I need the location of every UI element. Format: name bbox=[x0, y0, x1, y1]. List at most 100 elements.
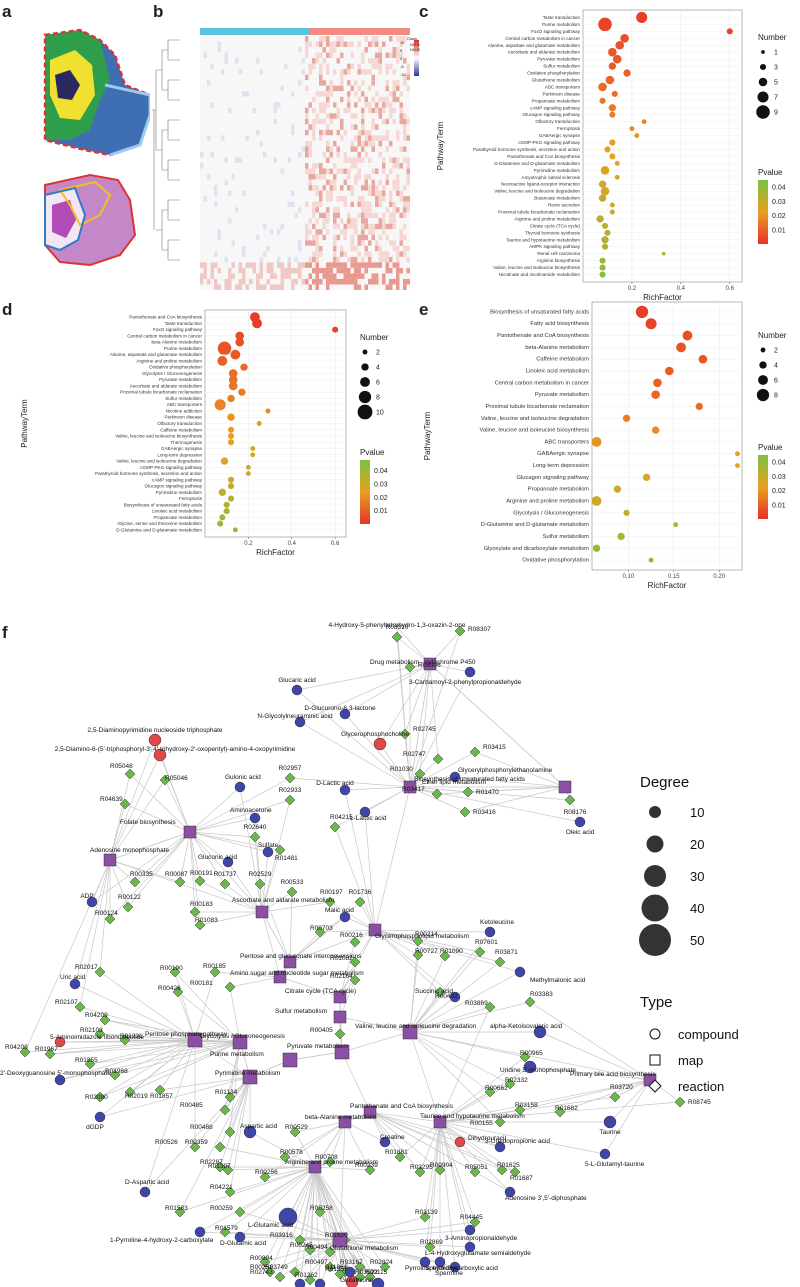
heatmap-cell bbox=[361, 80, 365, 86]
heatmap-cell bbox=[207, 284, 211, 290]
heatmap-cell bbox=[403, 163, 407, 169]
network-node-label: R00488 bbox=[190, 1124, 213, 1131]
y-category-label: AMPK signaling pathway bbox=[529, 244, 581, 249]
heatmap-cell bbox=[228, 91, 232, 97]
heatmap-cell bbox=[242, 118, 246, 125]
x-axis-label: RichFactor bbox=[648, 581, 687, 590]
heatmap-cell bbox=[392, 234, 396, 241]
heatmap-cell bbox=[343, 201, 347, 208]
heatmap-cell bbox=[364, 80, 368, 86]
heatmap-cell bbox=[340, 151, 344, 158]
tissue-cluster-navy bbox=[55, 70, 80, 100]
network-node-label: R00703 bbox=[310, 925, 333, 932]
heatmap-cell bbox=[403, 179, 407, 186]
heatmap-cell bbox=[347, 107, 351, 114]
heatmap-cell bbox=[368, 58, 372, 64]
heatmap-cell bbox=[392, 118, 396, 125]
network-node-label: 3-Aminopropionaldehyde bbox=[445, 1235, 518, 1242]
heatmap-cell bbox=[221, 278, 225, 285]
heatmap-cell bbox=[235, 245, 239, 252]
heatmap-cell bbox=[284, 157, 288, 163]
heatmap-cell bbox=[291, 240, 295, 246]
heatmap-cell bbox=[382, 63, 386, 70]
heatmap-cell bbox=[354, 146, 358, 152]
heatmap-cell bbox=[364, 229, 368, 235]
heatmap-cell bbox=[382, 278, 386, 285]
heatmap-cell bbox=[273, 102, 277, 108]
bubble-point bbox=[230, 349, 241, 360]
network-edge bbox=[289, 1051, 343, 1061]
heatmap-cell bbox=[389, 190, 393, 197]
heatmap-cell bbox=[284, 96, 288, 103]
heatmap-cell bbox=[266, 52, 270, 59]
heatmap-cell bbox=[305, 47, 309, 53]
heatmap-cell bbox=[217, 234, 221, 241]
heatmap-cell bbox=[224, 140, 228, 147]
heatmap-cell bbox=[217, 47, 221, 53]
network-node-label: R01397 bbox=[208, 1163, 231, 1170]
heatmap-cell bbox=[378, 157, 382, 163]
size-legend-dot bbox=[760, 347, 766, 353]
bubble-point bbox=[227, 495, 235, 502]
heatmap-cell bbox=[354, 135, 358, 141]
heatmap-cell bbox=[375, 96, 379, 103]
heatmap-cell bbox=[284, 140, 288, 147]
heatmap-cell bbox=[221, 163, 225, 169]
heatmap-cell bbox=[228, 174, 232, 180]
network-edge bbox=[264, 1121, 346, 1178]
heatmap-cell bbox=[210, 74, 214, 81]
heatmap-cell bbox=[284, 267, 288, 274]
heatmap-cell bbox=[375, 229, 379, 235]
heatmap-cell bbox=[305, 256, 309, 263]
heatmap-cell bbox=[203, 129, 207, 136]
heatmap-cell bbox=[305, 185, 309, 191]
heatmap-cell bbox=[228, 36, 232, 42]
heatmap-cell bbox=[389, 212, 393, 219]
heatmap-cell bbox=[308, 41, 312, 48]
y-category-label: Biosynthesis of unsaturated fatty acids bbox=[124, 502, 203, 507]
heatmap-cell bbox=[235, 201, 239, 208]
heatmap-cell bbox=[277, 251, 281, 257]
heatmap-cell bbox=[238, 52, 242, 59]
heatmap-cell bbox=[273, 262, 277, 268]
type-legend-compound-icon bbox=[649, 1028, 661, 1040]
heatmap-cell bbox=[235, 218, 239, 224]
heatmap-cell bbox=[357, 107, 361, 114]
network-edge bbox=[189, 831, 256, 838]
heatmap-cell bbox=[329, 69, 333, 75]
heatmap-cell bbox=[368, 190, 372, 197]
network-edge bbox=[374, 786, 411, 931]
network-edge bbox=[409, 955, 446, 1033]
heatmap-cell bbox=[252, 96, 256, 103]
heatmap-cell bbox=[392, 218, 396, 224]
heatmap-cell bbox=[224, 267, 228, 274]
network-node-label: R00662 bbox=[485, 1085, 508, 1092]
heatmap-cell bbox=[326, 168, 330, 175]
heatmap-cell bbox=[249, 218, 253, 224]
heatmap-cell bbox=[245, 52, 249, 59]
heatmap-cell bbox=[329, 36, 333, 42]
heatmap-cell bbox=[319, 223, 323, 230]
heatmap-cell bbox=[333, 102, 337, 108]
heatmap-cell bbox=[371, 146, 375, 152]
heatmap-cell bbox=[214, 179, 218, 186]
network-compound-node bbox=[454, 1136, 466, 1148]
heatmap-cell bbox=[392, 91, 396, 97]
heatmap-cell bbox=[354, 157, 358, 163]
heatmap-cell bbox=[280, 163, 284, 169]
heatmap-cell bbox=[294, 118, 298, 125]
heatmap-cell bbox=[214, 135, 218, 141]
heatmap-cell bbox=[385, 102, 389, 108]
heatmap-cell bbox=[329, 85, 333, 92]
network-reaction-node bbox=[122, 901, 134, 913]
heatmap-cell bbox=[245, 69, 249, 75]
heatmap-cell bbox=[336, 262, 340, 268]
network-edge bbox=[369, 1111, 501, 1148]
heatmap-cell bbox=[231, 69, 235, 75]
heatmap-cell bbox=[322, 168, 326, 175]
heatmap-cell bbox=[305, 107, 309, 114]
color-legend-label: 0.04 bbox=[772, 460, 786, 467]
heatmap-cell bbox=[217, 157, 221, 163]
heatmap-cell bbox=[266, 251, 270, 257]
heatmap-cell bbox=[403, 174, 407, 180]
